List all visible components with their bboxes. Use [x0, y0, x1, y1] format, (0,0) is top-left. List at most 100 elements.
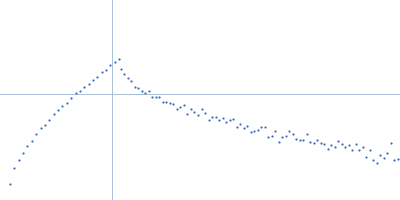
Point [356, 148, 363, 151]
Point [116, 57, 122, 60]
Point [77, 90, 83, 93]
Point [318, 142, 324, 145]
Point [230, 117, 236, 120]
Point [170, 103, 177, 106]
Point [353, 142, 359, 146]
Point [328, 143, 334, 146]
Point [346, 143, 352, 146]
Point [50, 113, 57, 116]
Point [107, 63, 114, 67]
Point [388, 142, 394, 145]
Point [55, 109, 61, 112]
Point [370, 159, 377, 162]
Point [314, 139, 320, 142]
Point [363, 156, 370, 159]
Point [282, 134, 289, 138]
Point [195, 114, 201, 117]
Point [72, 92, 79, 95]
Point [174, 108, 180, 111]
Point [139, 90, 145, 93]
Point [202, 112, 208, 115]
Point [94, 75, 100, 79]
Point [293, 138, 300, 141]
Point [384, 152, 391, 155]
Point [367, 148, 373, 151]
Point [90, 79, 96, 82]
Point [265, 135, 271, 138]
Point [304, 132, 310, 135]
Point [118, 68, 124, 71]
Point [332, 146, 338, 149]
Point [142, 91, 148, 95]
Point [212, 115, 219, 118]
Point [103, 68, 109, 71]
Point [244, 125, 250, 128]
Point [325, 147, 331, 151]
Point [342, 146, 348, 149]
Point [254, 129, 261, 132]
Point [307, 141, 314, 144]
Point [128, 79, 134, 83]
Point [11, 167, 18, 170]
Point [146, 89, 152, 93]
Point [29, 139, 35, 142]
Point [135, 86, 142, 89]
Point [276, 140, 282, 144]
Point [156, 95, 162, 98]
Point [268, 134, 275, 137]
Point [237, 123, 243, 126]
Point [24, 145, 31, 148]
Point [374, 161, 380, 164]
Point [240, 126, 247, 129]
Point [209, 116, 215, 119]
Point [310, 141, 317, 144]
Point [121, 72, 128, 76]
Point [181, 103, 187, 107]
Point [335, 139, 342, 142]
Point [223, 120, 229, 123]
Point [205, 119, 212, 122]
Point [198, 107, 205, 110]
Point [251, 129, 257, 132]
Point [98, 71, 105, 74]
Point [360, 146, 366, 149]
Point [7, 182, 13, 186]
Point [33, 133, 40, 136]
Point [258, 125, 264, 129]
Point [391, 158, 398, 161]
Point [81, 85, 88, 88]
Point [184, 112, 191, 116]
Point [16, 158, 22, 162]
Point [59, 104, 66, 108]
Point [349, 148, 356, 152]
Point [321, 143, 328, 146]
Point [272, 129, 278, 132]
Point [160, 100, 166, 103]
Point [377, 153, 384, 156]
Point [68, 96, 74, 100]
Point [20, 152, 26, 155]
Point [279, 135, 286, 138]
Point [290, 133, 296, 136]
Point [64, 101, 70, 104]
Point [248, 130, 254, 134]
Point [395, 158, 400, 161]
Point [42, 123, 48, 126]
Point [188, 107, 194, 110]
Point [163, 100, 170, 104]
Point [300, 139, 306, 142]
Point [286, 130, 292, 133]
Point [177, 106, 184, 109]
Point [191, 110, 198, 113]
Point [233, 125, 240, 128]
Point [262, 125, 268, 128]
Point [37, 127, 44, 130]
Point [219, 117, 226, 120]
Point [216, 119, 222, 122]
Point [86, 83, 92, 86]
Point [339, 142, 345, 145]
Point [112, 60, 118, 63]
Point [381, 157, 387, 160]
Point [296, 138, 303, 142]
Point [149, 95, 156, 99]
